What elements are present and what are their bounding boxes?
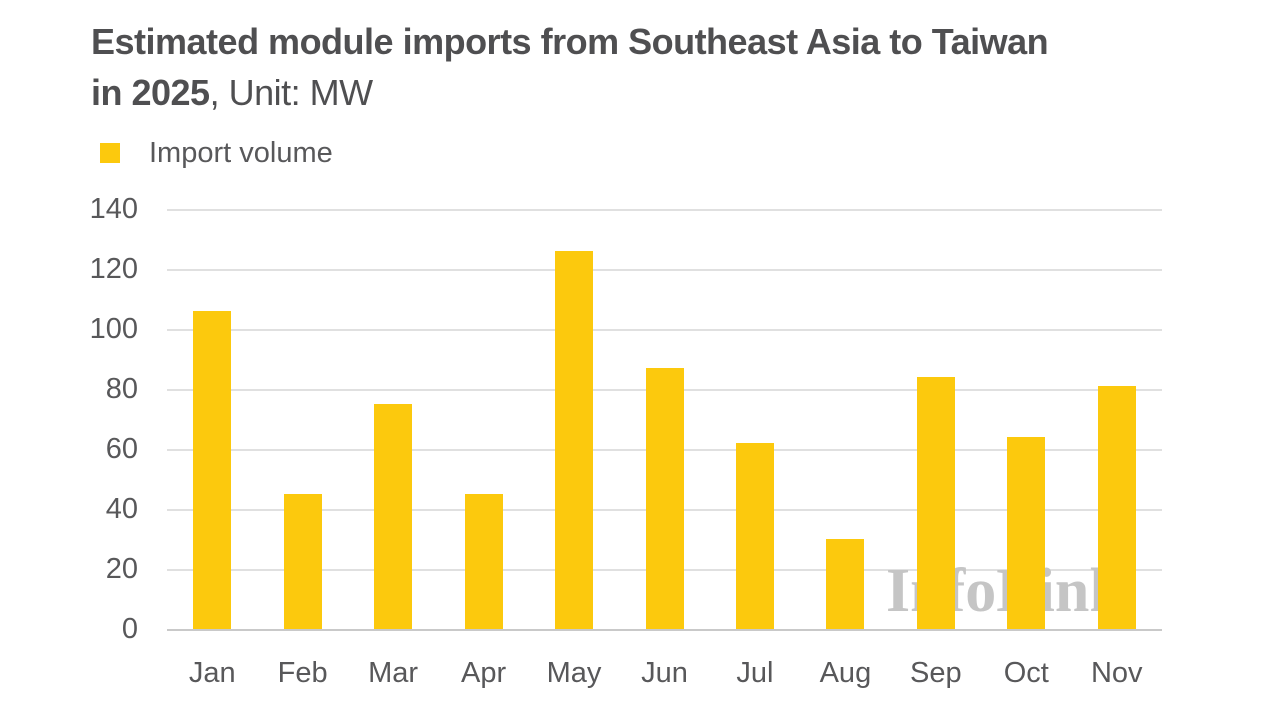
bar-jul bbox=[735, 443, 774, 629]
legend: Import volume bbox=[100, 136, 333, 169]
bar-mar bbox=[374, 404, 413, 629]
bar-aug bbox=[826, 539, 865, 629]
y-tick-label-20: 20 bbox=[105, 553, 138, 585]
x-tick-label-feb: Feb bbox=[277, 657, 328, 689]
gridline-120 bbox=[167, 269, 1162, 271]
chart-title-unit: , Unit: MW bbox=[209, 72, 374, 113]
legend-swatch-icon bbox=[100, 143, 120, 163]
x-tick-label-jan: Jan bbox=[188, 657, 236, 689]
gridline-100 bbox=[167, 329, 1162, 331]
x-tick-label-mar: Mar bbox=[368, 657, 419, 689]
x-tick-label-jun: Jun bbox=[641, 657, 688, 689]
y-tick-label-120: 120 bbox=[89, 253, 138, 285]
y-tick-label-40: 40 bbox=[105, 493, 138, 525]
chart-title: Estimated module imports from Southeast … bbox=[91, 16, 1231, 118]
bar-nov bbox=[1097, 386, 1136, 629]
bar-may bbox=[555, 251, 594, 629]
y-tick-label-60: 60 bbox=[105, 433, 138, 465]
x-tick-label-jul: Jul bbox=[736, 657, 774, 689]
bar-jan bbox=[193, 311, 232, 629]
bar-feb bbox=[283, 494, 322, 629]
y-tick-label-100: 100 bbox=[89, 313, 138, 345]
y-tick-label-140: 140 bbox=[89, 193, 138, 225]
x-tick-label-apr: Apr bbox=[461, 657, 507, 689]
y-tick-label-80: 80 bbox=[105, 373, 138, 405]
x-tick-label-oct: Oct bbox=[1003, 657, 1049, 689]
legend-label: Import volume bbox=[149, 136, 333, 169]
plot-area: InfoLink bbox=[167, 209, 1162, 631]
x-tick-label-nov: Nov bbox=[1090, 657, 1143, 689]
chart-title-line2-bold: in 2025 bbox=[91, 72, 210, 113]
bar-apr bbox=[464, 494, 503, 629]
gridline-0 bbox=[167, 629, 1162, 631]
x-tick-label-may: May bbox=[546, 657, 602, 689]
x-tick-label-sep: Sep bbox=[910, 657, 962, 689]
x-tick-label-aug: Aug bbox=[819, 657, 872, 689]
gridline-140 bbox=[167, 209, 1162, 211]
y-tick-label-0: 0 bbox=[121, 613, 138, 645]
bar-sep bbox=[916, 377, 955, 629]
chart-title-line1: Estimated module imports from Southeast … bbox=[91, 21, 1049, 62]
bar-oct bbox=[1007, 437, 1046, 629]
bar-jun bbox=[645, 368, 684, 629]
